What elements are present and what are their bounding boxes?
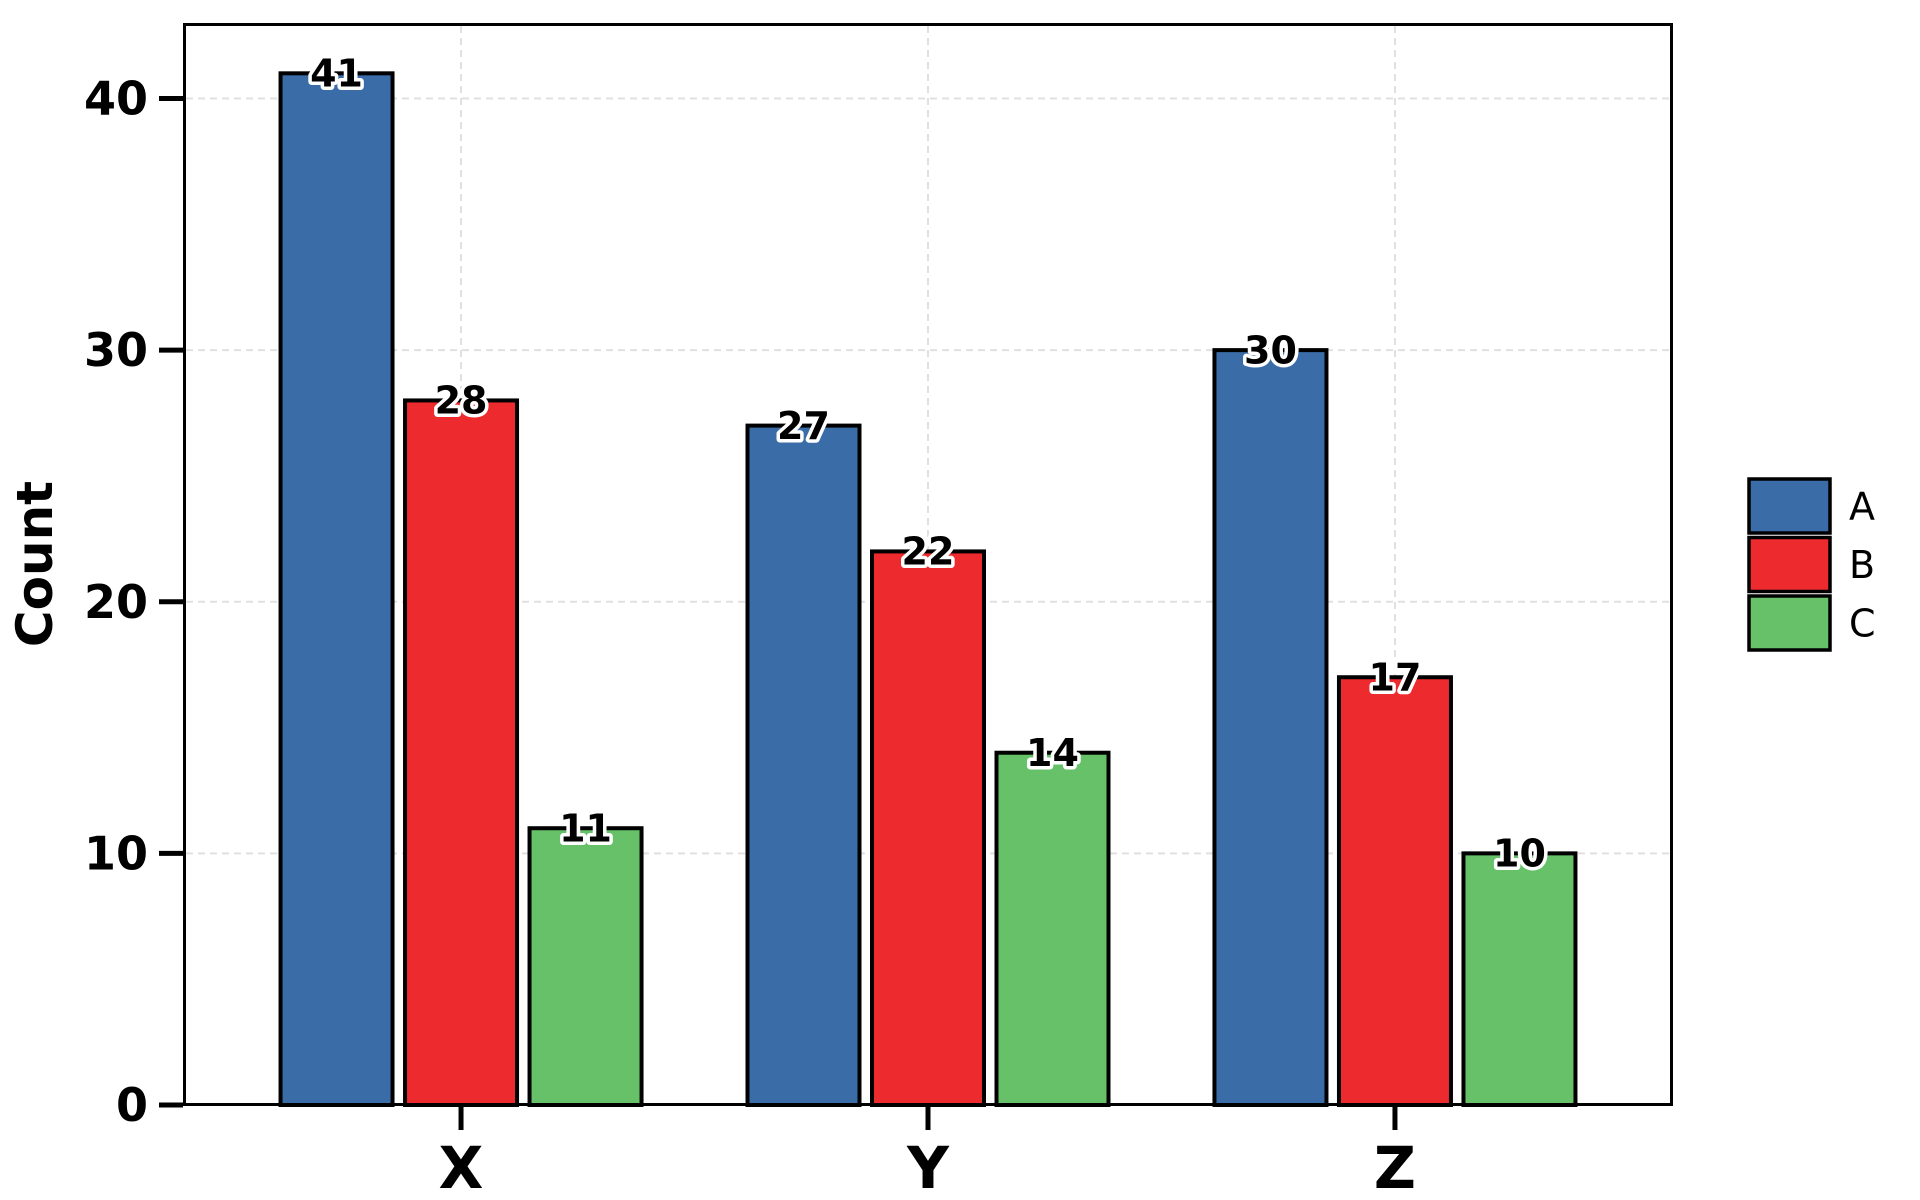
bar-value-label-X-A: 41	[310, 52, 363, 96]
bar-value-label-Y-B: 22	[902, 530, 955, 574]
bar-value-label-Y-A: 27	[777, 404, 830, 448]
legend-label-B: B	[1849, 543, 1875, 587]
y-tick-label-20: 20	[84, 575, 148, 629]
bar-Y-A	[745, 423, 862, 1107]
bar-Y-B	[870, 549, 986, 1107]
bar-Z-B	[1336, 675, 1453, 1107]
y-tick-label-0: 0	[116, 1078, 148, 1132]
x-tick-label-Y: Y	[906, 1134, 950, 1200]
legend-swatch-B	[1747, 535, 1832, 594]
legend-swatch-C	[1747, 594, 1832, 652]
legend: ABC	[1747, 477, 1876, 652]
bar-Z-A	[1212, 348, 1329, 1107]
bar-X-C	[527, 826, 644, 1107]
axis-ticks: 0 10 20 30 40 X Y Z	[84, 72, 1416, 1200]
legend-label-C: C	[1849, 601, 1876, 645]
legend-swatch-A	[1747, 477, 1832, 535]
bar-X-B	[403, 398, 520, 1108]
y-tick-label-10: 10	[84, 826, 148, 880]
legend-label-A: A	[1849, 484, 1875, 528]
x-tick-label-Z: Z	[1374, 1134, 1416, 1200]
bars	[278, 71, 1578, 1108]
y-axis-label: Count	[6, 481, 64, 647]
x-tick-label-X: X	[439, 1134, 484, 1200]
bar-Y-C	[994, 750, 1111, 1108]
bar-value-label-Z-A: 30	[1244, 328, 1297, 372]
bar-value-label-Z-B: 17	[1369, 656, 1422, 700]
bar-value-label-X-B: 28	[435, 379, 488, 423]
y-tick-label-40: 40	[84, 72, 148, 126]
bar-Z-C	[1461, 851, 1578, 1107]
y-tick-label-30: 30	[84, 323, 148, 377]
bar-X-A	[278, 71, 395, 1108]
bar-value-label-X-C: 11	[559, 807, 612, 851]
bar-value-label-Y-C: 14	[1026, 731, 1079, 775]
bar-value-labels: 41 27 30 28 22 17 11 14 10	[307, 48, 1550, 879]
plot-area-border	[183, 23, 1673, 1106]
bar-value-label-Z-C: 10	[1493, 832, 1546, 876]
